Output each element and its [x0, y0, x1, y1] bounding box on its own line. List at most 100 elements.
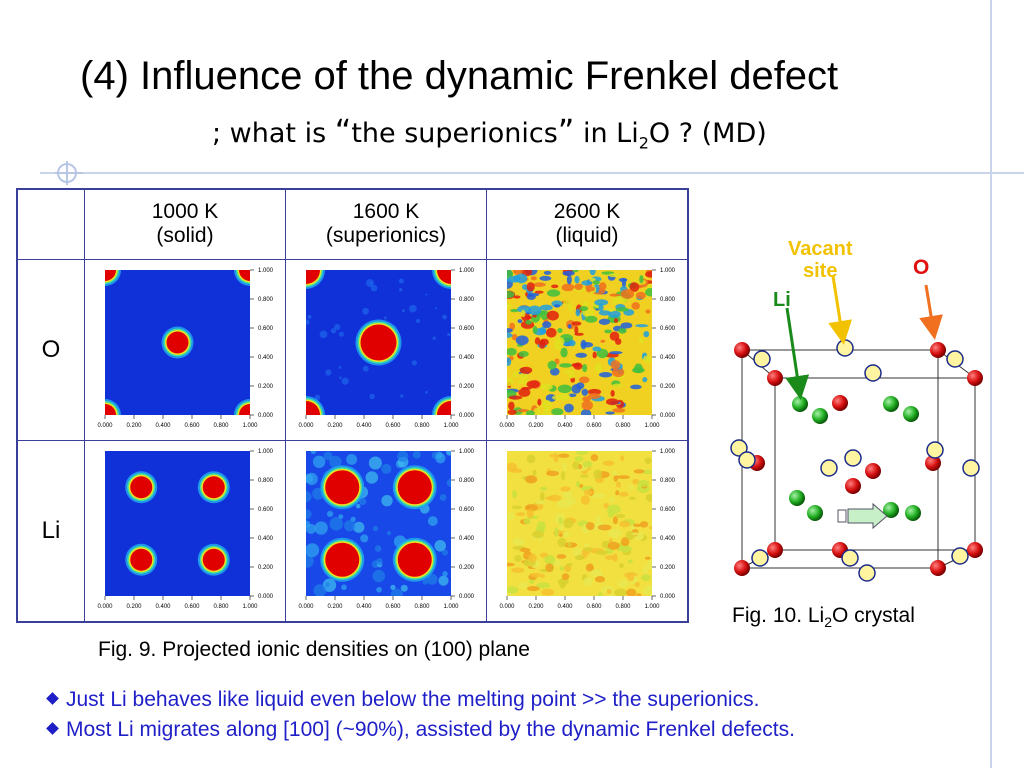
plot-li-1600k: 0.000 0.000 0.200 0.200 0.400 0.400 0.600 0.600… — [285, 439, 487, 622]
vacancy-site — [926, 441, 944, 459]
y-tick-label: 0.200 — [258, 384, 274, 390]
o-atom — [734, 560, 750, 576]
y-tick-label: 0.800 — [258, 478, 274, 484]
y-tick-label: 1.000 — [459, 449, 475, 455]
x-tick-label: 0.800 — [213, 423, 229, 429]
bullet-item: Just Li behaves like liquid even below t… — [46, 688, 795, 712]
vacancy-site — [753, 350, 771, 368]
li-atom — [883, 502, 899, 518]
decor-vertical-line — [990, 0, 992, 768]
y-tick-label: 0.600 — [258, 326, 274, 332]
diamond-bullet-icon — [46, 722, 59, 735]
x-tick-label: 0.800 — [615, 604, 631, 610]
vacant-arrow — [828, 275, 852, 345]
li-atom — [792, 396, 808, 412]
x-tick-label: 0.800 — [615, 423, 631, 429]
o-atom — [930, 342, 946, 358]
x-tick-label: 0.400 — [356, 604, 372, 610]
x-tick-label: 0.200 — [126, 423, 142, 429]
y-tick-label: 0.000 — [660, 594, 676, 600]
y-tick-label: 0.600 — [459, 326, 475, 332]
header-1000k: 1000 K (solid) — [84, 188, 286, 260]
o-label: O — [913, 256, 930, 279]
vacancy-site — [962, 459, 980, 477]
x-tick-label: 0.000 — [97, 604, 113, 610]
y-tick-label: 0.200 — [258, 565, 274, 571]
page-title: (4) Influence of the dynamic Frenkel def… — [80, 54, 839, 98]
o-atom — [734, 342, 750, 358]
x-tick-label: 0.600 — [385, 423, 401, 429]
x-tick-label: 0.400 — [155, 423, 171, 429]
fig10-caption: Fig. 10. Li2O crystal — [732, 604, 915, 631]
x-tick-label: 0.600 — [586, 604, 602, 610]
row-label-o: O — [16, 258, 85, 441]
o-atom — [865, 463, 881, 479]
fig9-caption: Fig. 9. Projected ionic densities on (10… — [98, 638, 530, 661]
y-tick-label: 1.000 — [660, 268, 676, 274]
crosshair-icon — [55, 161, 83, 185]
vacancy-site — [864, 364, 882, 382]
vacancy-site — [946, 350, 964, 368]
x-tick-label: 0.200 — [327, 604, 343, 610]
o-atom — [930, 560, 946, 576]
y-tick-label: 0.400 — [660, 536, 676, 542]
li-atom — [807, 505, 823, 521]
density-table: 1000 K (solid) 1600 K (superionics) 2600 K… — [16, 188, 689, 623]
vacancy-site — [844, 449, 862, 467]
o-arrow — [919, 284, 943, 340]
y-tick-label: 0.800 — [459, 297, 475, 303]
migration-arrow — [837, 502, 888, 530]
vacancy-site — [738, 451, 756, 469]
li-atom — [903, 406, 919, 422]
y-tick-label: 0.000 — [258, 413, 274, 419]
diamond-bullet-icon — [46, 692, 59, 705]
y-tick-label: 0.000 — [459, 594, 475, 600]
vacancy-site — [951, 547, 969, 565]
vacancy-site — [858, 564, 876, 582]
y-tick-label: 0.000 — [660, 413, 676, 419]
y-tick-label: 0.400 — [459, 536, 475, 542]
y-tick-label: 0.400 — [258, 355, 274, 361]
x-tick-label: 0.800 — [414, 604, 430, 610]
y-tick-label: 1.000 — [258, 268, 274, 274]
y-tick-label: 0.800 — [459, 478, 475, 484]
vacant-site-label: Vacant site — [788, 238, 853, 282]
table-corner — [16, 188, 85, 260]
y-tick-label: 0.200 — [459, 384, 475, 390]
y-tick-label: 0.600 — [258, 507, 274, 513]
li-atom — [905, 505, 921, 521]
o-atom — [767, 370, 783, 386]
y-tick-label: 0.800 — [660, 297, 676, 303]
li-arrow — [785, 307, 810, 400]
vacancy-site — [820, 459, 838, 477]
li-atom — [812, 408, 828, 424]
plot-o-2600k: 0.000 0.000 0.200 0.200 0.400 0.400 0.600 0.600… — [486, 258, 689, 441]
bullet-item: Most Li migrates along [100] (~90%), ass… — [46, 718, 795, 742]
x-tick-label: 0.600 — [385, 604, 401, 610]
y-tick-label: 1.000 — [459, 268, 475, 274]
decor-horizontal-line — [40, 172, 1024, 174]
plot-li-1000k: 0.000 0.000 0.200 0.200 0.400 0.400 0.600 0.600… — [84, 439, 286, 622]
vacancy-site — [751, 549, 769, 567]
li-atom — [789, 490, 805, 506]
x-tick-label: 0.600 — [184, 423, 200, 429]
y-tick-label: 0.400 — [258, 536, 274, 542]
x-tick-label: 0.000 — [499, 604, 515, 610]
y-tick-label: 0.800 — [660, 478, 676, 484]
o-atom — [845, 478, 861, 494]
y-tick-label: 0.400 — [459, 355, 475, 361]
y-tick-label: 0.200 — [660, 565, 676, 571]
vacancy-site — [730, 439, 748, 457]
x-tick-label: 0.600 — [184, 604, 200, 610]
x-tick-label: 1.000 — [644, 604, 660, 610]
header-2600k: 2600 K (liquid) — [486, 188, 689, 260]
o-atom — [967, 370, 983, 386]
plot-o-1000k: 0.000 0.000 0.200 0.200 0.400 0.400 0.600 0.600… — [84, 258, 286, 441]
y-tick-label: 1.000 — [258, 449, 274, 455]
o-atom — [967, 542, 983, 558]
o-atom — [767, 542, 783, 558]
x-tick-label: 0.000 — [499, 423, 515, 429]
o-atom — [832, 395, 848, 411]
x-tick-label: 0.800 — [414, 423, 430, 429]
x-tick-label: 0.400 — [557, 604, 573, 610]
